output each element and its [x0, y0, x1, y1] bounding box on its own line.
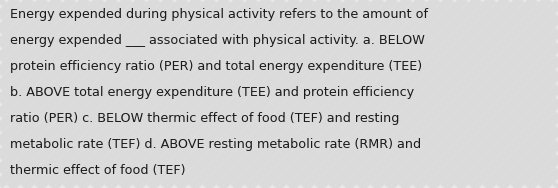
Text: metabolic rate (TEF) d. ABOVE resting metabolic rate (RMR) and: metabolic rate (TEF) d. ABOVE resting me… [10, 138, 421, 151]
Text: Energy expended during physical activity refers to the amount of: Energy expended during physical activity… [10, 8, 428, 21]
Text: ratio (PER) c. BELOW thermic effect of food (TEF) and resting: ratio (PER) c. BELOW thermic effect of f… [10, 112, 400, 125]
Text: protein efficiency ratio (PER) and total energy expenditure (TEE): protein efficiency ratio (PER) and total… [10, 60, 422, 73]
Text: energy expended ___ associated with physical activity. a. BELOW: energy expended ___ associated with phys… [10, 34, 425, 47]
Text: thermic effect of food (TEF): thermic effect of food (TEF) [10, 164, 186, 177]
Text: b. ABOVE total energy expenditure (TEE) and protein efficiency: b. ABOVE total energy expenditure (TEE) … [10, 86, 414, 99]
